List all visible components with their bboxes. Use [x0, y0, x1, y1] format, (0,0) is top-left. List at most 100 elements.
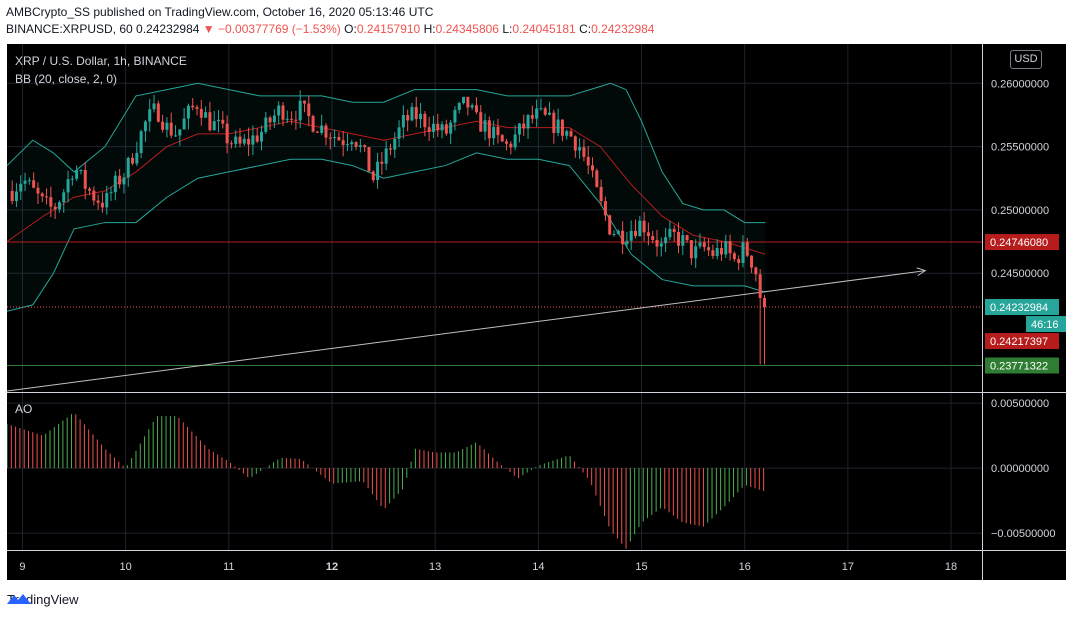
candle-body — [229, 143, 233, 145]
candle-body — [535, 108, 539, 119]
price-tick-label: 0.25000000 — [991, 205, 1049, 217]
candle-body — [341, 140, 345, 146]
price-label-text: 0.24746080 — [990, 237, 1048, 249]
candle-body — [462, 96, 466, 104]
candle-body — [608, 215, 612, 235]
candle-body — [651, 236, 655, 240]
candle-body — [625, 240, 629, 245]
candle-body — [367, 147, 371, 172]
candle-body — [376, 161, 380, 180]
candle-body — [664, 237, 668, 244]
candle-body — [195, 107, 199, 109]
price-label-text: 0.23771322 — [990, 361, 1048, 373]
time-tick-label: 18 — [945, 561, 957, 573]
price-label-text: 0.24232984 — [990, 302, 1048, 314]
ao-legend[interactable]: AO — [15, 402, 33, 416]
tradingview-footer[interactable]: TradingView — [7, 592, 79, 607]
candle-body — [92, 190, 96, 201]
candle-body — [259, 131, 263, 142]
candle-body — [290, 118, 294, 120]
time-tick-label: 17 — [842, 561, 854, 573]
candle-body — [268, 117, 272, 123]
candle-body — [685, 235, 689, 241]
low-label: L: — [502, 22, 513, 36]
candle-body — [135, 153, 139, 164]
candle-body — [505, 141, 509, 144]
ao-tick-label: 0.00000000 — [991, 463, 1049, 475]
candle-body — [315, 131, 319, 133]
candle-body — [109, 192, 113, 194]
candle-body — [178, 129, 182, 136]
close-value: 0.24232984 — [591, 22, 655, 36]
candle-body — [350, 142, 354, 145]
candle-body — [762, 297, 766, 308]
candle-body — [14, 191, 18, 202]
candle-body — [436, 123, 440, 131]
candle-body — [707, 247, 711, 251]
time-tick-label: 13 — [429, 561, 441, 573]
candle-body — [62, 192, 66, 203]
candle-body — [320, 125, 324, 133]
ohlc-line: BINANCE:XRPUSD, 60 0.24232984 ▼ −0.00377… — [6, 22, 654, 36]
candle-body — [75, 170, 79, 179]
candle-body — [724, 241, 728, 255]
candle-body — [552, 112, 556, 133]
bb-legend[interactable]: BB (20, close, 2, 0) — [15, 72, 118, 86]
candle-body — [100, 202, 104, 208]
candle-body — [333, 137, 337, 139]
candle-body — [401, 115, 405, 128]
candle-body — [238, 136, 242, 144]
candle-body — [388, 148, 392, 150]
candle-body — [23, 180, 27, 184]
candle-body — [513, 134, 517, 148]
candle-body — [548, 112, 552, 115]
currency-button[interactable]: USD — [1010, 50, 1042, 69]
candle-body — [225, 123, 229, 144]
candle-body — [371, 171, 375, 180]
candle-body — [719, 247, 723, 255]
high-label: H: — [423, 22, 436, 36]
candle-body — [543, 108, 547, 115]
candle-body — [453, 109, 457, 123]
candle-body — [143, 121, 147, 132]
candle-body — [174, 135, 178, 137]
candle-body — [221, 119, 225, 124]
candle-body — [634, 230, 638, 237]
candle-body — [281, 105, 285, 120]
candle-body — [66, 179, 70, 193]
ao-tick-label: 0.00500000 — [991, 398, 1049, 410]
chart-area[interactable]: 0.26000000 0.25500000 0.25000000 0.24500000… — [7, 44, 1066, 580]
ao-tick-label: −0.00500000 — [991, 528, 1056, 540]
candle-body — [565, 131, 569, 136]
candle-body — [384, 148, 388, 164]
candle-body — [655, 239, 659, 247]
candle-body — [629, 230, 633, 241]
candle-body — [487, 120, 491, 139]
candle-body — [578, 147, 582, 151]
candle-body — [165, 122, 169, 130]
candle-body — [393, 138, 397, 150]
candle-body — [681, 235, 685, 246]
price-label-text: 46:16 — [1031, 319, 1059, 331]
candle-body — [83, 169, 87, 189]
candle-body — [345, 144, 349, 146]
candle-body — [470, 105, 474, 108]
candle-body — [569, 131, 573, 137]
price-tick-label: 0.24500000 — [991, 268, 1049, 280]
candle-body — [728, 241, 732, 254]
candle-body — [698, 242, 702, 247]
chart-svg[interactable]: 0.26000000 0.25500000 0.25000000 0.24500000… — [7, 44, 1066, 580]
change: −0.00377769 (−1.53%) — [218, 22, 341, 36]
candle-body — [741, 242, 745, 264]
bb-fill — [7, 83, 766, 312]
candle-body — [208, 112, 212, 131]
candle-body — [199, 108, 203, 118]
candle-body — [517, 123, 521, 135]
candle-body — [599, 186, 603, 202]
time-tick-label: 14 — [532, 561, 544, 573]
candle-body — [36, 187, 40, 194]
candle-body — [457, 103, 461, 110]
candle-body — [212, 121, 216, 131]
candle-body — [217, 119, 221, 122]
candle-body — [758, 274, 762, 298]
